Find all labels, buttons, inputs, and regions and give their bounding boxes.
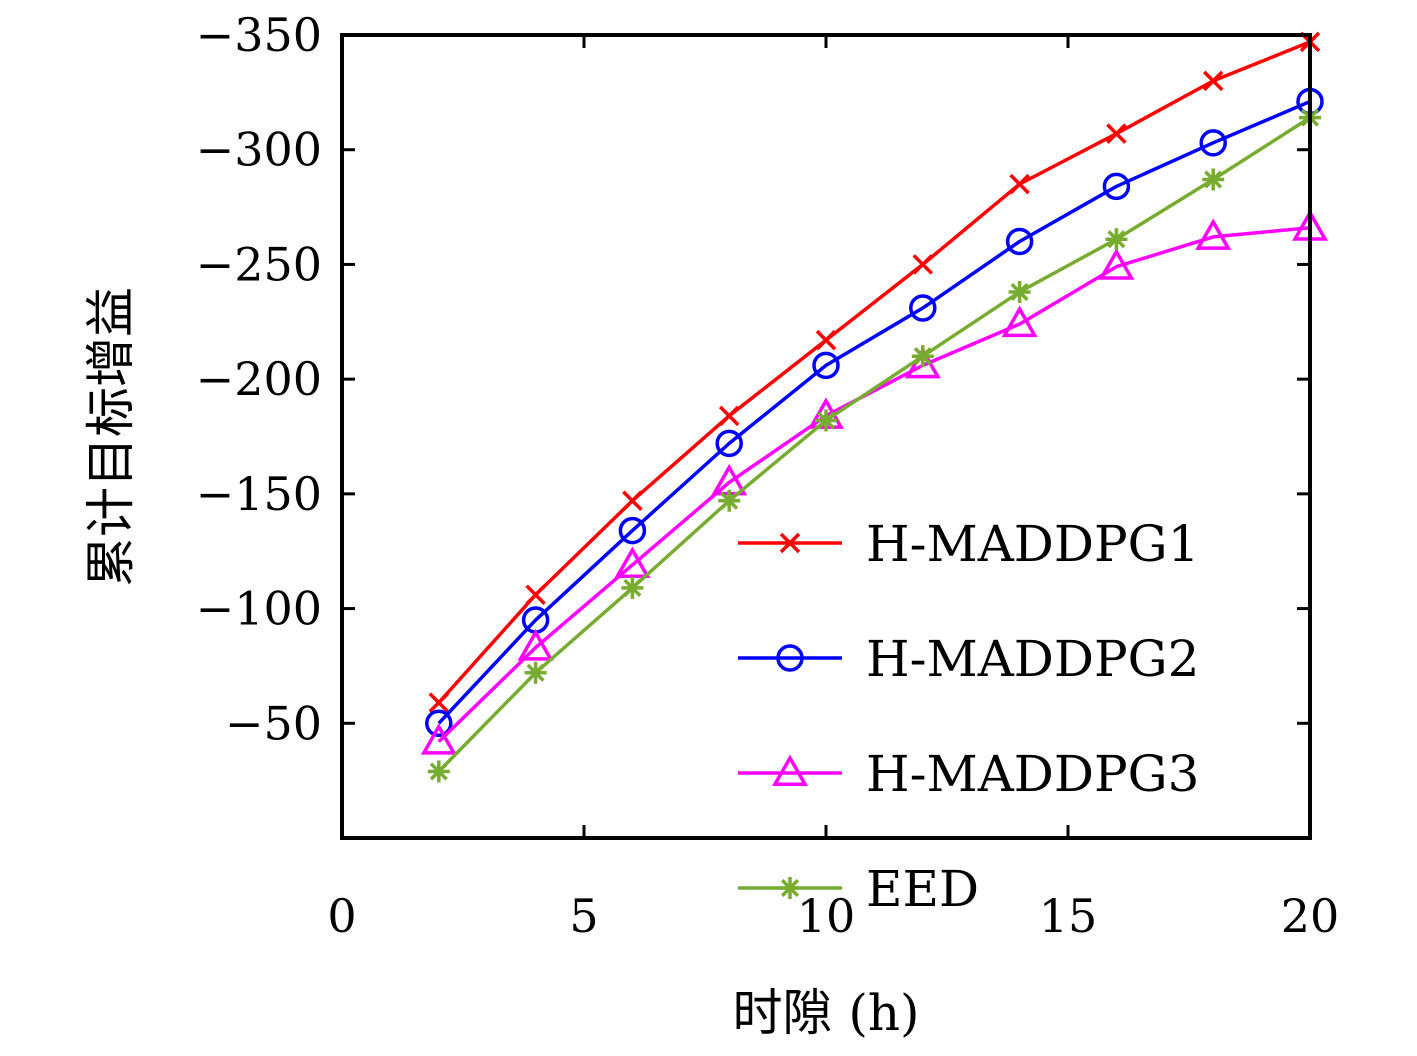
marker-stroke [1009,173,1030,195]
marker-stroke [912,254,934,275]
marker-stroke [1107,230,1126,249]
x-axis-label: 时隙 (h) [732,984,919,1042]
data-point [1195,218,1232,250]
data-point [1105,228,1128,251]
y-tick-label: −100 [196,582,322,636]
data-point [524,661,547,684]
marker-stroke [526,663,545,682]
data-point [1009,173,1030,195]
y-axis-label: 累计目标增益 [82,287,140,587]
data-point [1102,172,1131,201]
y-tick-label: −50 [225,696,322,750]
data-point [815,409,837,432]
legend-label: H-MADDPG3 [866,745,1199,803]
legend-item: H-MADDPG1 [738,515,1199,573]
data-point [1098,248,1135,280]
data-point [1106,123,1127,144]
legend-item: H-MADDPG3 [738,745,1199,803]
data-point [427,760,450,783]
marker-stroke [1010,282,1029,301]
data-point [517,629,554,661]
data-point [718,489,741,512]
x-tick-label: 5 [569,889,598,943]
marker-stroke [913,347,932,366]
data-point [1199,129,1227,157]
legend-item: EED [738,860,979,918]
series-eed [427,106,1321,783]
y-tick-label: −150 [196,467,322,521]
axis-ticks [340,33,1312,838]
marker-stroke [815,329,837,351]
marker-stroke [780,878,800,898]
marker-stroke [429,762,448,781]
y-tick-label: −300 [196,123,322,177]
data-point [622,490,643,511]
series-layer [420,31,1329,783]
data-point [614,546,651,578]
x-tick-label: 15 [1039,889,1098,943]
legend-marker [771,754,809,786]
marker-stroke [623,578,642,597]
data-point [425,709,453,738]
legend: H-MADDPG1 H-MADDPG2 H-MADDPG3 EED [738,515,1199,918]
data-point [525,584,546,606]
data-point [718,405,740,427]
data-point [618,516,647,545]
marker-stroke [1202,70,1224,92]
marker-stroke [622,490,643,511]
data-point [1202,168,1225,191]
legend-label: EED [866,860,979,918]
x-tick-label: 20 [1281,889,1340,943]
marker-stroke [816,411,836,430]
series-line [437,116,1311,773]
data-point [1202,70,1224,92]
data-point [621,576,644,599]
marker-stroke [718,405,740,427]
data-point [815,329,837,351]
series-h-maddpg1 [428,31,1321,713]
marker-stroke [779,532,801,554]
legend-item: H-MADDPG2 [738,630,1199,688]
data-point [812,351,840,380]
marker-stroke [1106,123,1127,144]
x-tick-label: 0 [327,889,356,943]
data-point [1005,227,1034,256]
tick-labels: 0 5 10 15 20 −50 −100 −150 −200 −250 −300 −350 [196,8,1340,943]
data-point [1008,280,1031,303]
legend-label: H-MADDPG1 [866,515,1199,573]
marker-stroke [1204,170,1223,189]
series-line [437,225,1311,743]
y-tick-label: −250 [196,237,322,291]
legend-marker [779,532,801,554]
legend-marker [779,877,801,899]
data-point [912,254,934,275]
data-point [911,345,934,368]
data-point [715,429,743,458]
series-line [437,40,1311,704]
legend-label: H-MADDPG2 [866,630,1199,688]
data-point [420,723,457,755]
data-point [428,692,450,713]
marker-stroke [525,584,546,606]
marker-stroke [428,692,450,713]
data-point [1001,305,1038,338]
data-point [909,294,937,322]
y-tick-label: −350 [196,8,322,62]
x-tick-label: 10 [797,889,856,943]
plot-frame [340,33,1312,840]
legend-marker [776,644,804,672]
y-tick-label: −200 [196,352,322,406]
marker-stroke [720,491,739,510]
series-line [437,99,1311,725]
